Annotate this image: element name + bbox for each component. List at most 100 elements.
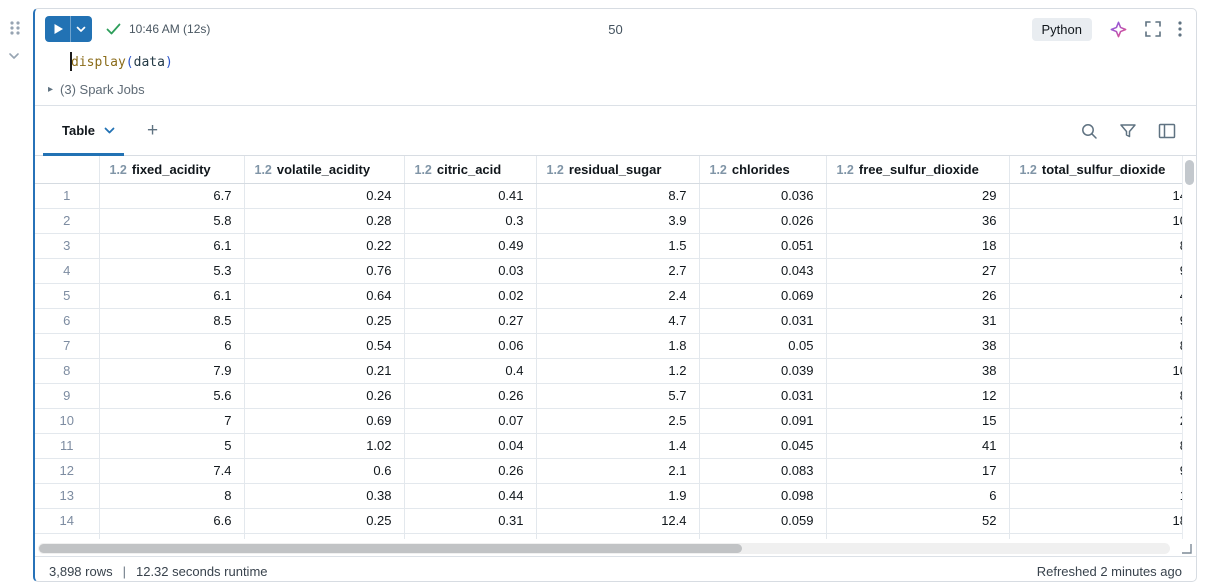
- code-paren-open: (: [125, 55, 134, 70]
- table-cell: 0.4: [404, 358, 537, 384]
- tab-table-label: Table: [62, 122, 95, 138]
- table-cell: 2.7: [536, 258, 700, 284]
- table-row: 45.30.760.032.70.043279: [35, 258, 1182, 284]
- table-cell: 6.6: [99, 508, 245, 534]
- column-header-free_sulfur_dioxide[interactable]: 1.2 free_sulfur_dioxide: [826, 156, 1010, 184]
- table-row: 95.60.260.265.70.031128: [35, 383, 1182, 409]
- table-cell: 0.76: [244, 258, 405, 284]
- row-number: 9: [35, 383, 100, 409]
- float-type-icon: 1.2: [836, 162, 854, 177]
- row-number: 3: [35, 233, 100, 259]
- table-row: 16.70.240.418.70.0362914: [35, 183, 1182, 209]
- table-cell: 0.06: [404, 333, 537, 359]
- table-cell: 5: [99, 433, 245, 459]
- search-icon[interactable]: [1080, 122, 1098, 140]
- table-cell: 8.5: [99, 308, 245, 334]
- table-cell: 0.026: [699, 208, 827, 234]
- resize-handle-icon[interactable]: [1174, 542, 1192, 554]
- table-cell: 0.051: [699, 233, 827, 259]
- table-cell: 0.031: [699, 308, 827, 334]
- table-cell: 6.7: [99, 183, 245, 209]
- table-row: 68.50.250.274.70.031319: [35, 308, 1182, 334]
- assistant-sparkle-icon[interactable]: [1109, 20, 1128, 39]
- run-options-chevron-icon[interactable]: [70, 16, 91, 42]
- table-cell: 0.3: [404, 208, 537, 234]
- table-cell: 8: [1009, 333, 1182, 359]
- column-header-chlorides[interactable]: 1.2 chlorides: [699, 156, 827, 184]
- table-cell: 36: [826, 208, 1010, 234]
- horizontal-scrollbar[interactable]: [38, 542, 1170, 554]
- results-table: 1.2 fixed_acidity 1.2 volatile_acidity 1.2 ci…: [35, 156, 1182, 539]
- table-cell: 27: [826, 258, 1010, 284]
- table-cell: 0.03: [404, 258, 537, 284]
- results-tabbar: Table +: [35, 106, 1196, 156]
- header-row: 1.2 fixed_acidity 1.2 volatile_acidity 1.2 ci…: [35, 156, 1182, 184]
- table-cell: 0.69: [244, 408, 405, 434]
- table-cell: 0.083: [699, 458, 827, 484]
- column-name: free_sulfur_dioxide: [858, 161, 979, 177]
- table-cell: 10: [1009, 208, 1182, 234]
- table-cell: 8.7: [536, 183, 700, 209]
- horizontal-scrollbar-thumb[interactable]: [39, 543, 742, 553]
- language-selector[interactable]: Python: [1031, 17, 1092, 41]
- table-row: 127.40.60.262.10.083179: [35, 458, 1182, 484]
- row-number: 5: [35, 283, 100, 309]
- columns-panel-icon[interactable]: [1158, 122, 1176, 140]
- float-type-icon: 1.2: [709, 162, 727, 177]
- table-cell: 0.059: [699, 508, 827, 534]
- partial-row: [35, 533, 1182, 539]
- table-cell: 26: [826, 283, 1010, 309]
- runtime-label: 12.32 seconds runtime: [135, 563, 268, 579]
- collapse-cell-chevron-icon[interactable]: [7, 48, 21, 66]
- table-cell: 0.05: [699, 333, 827, 359]
- table-cell: 2.4: [536, 283, 700, 309]
- kebab-menu-icon[interactable]: [1178, 21, 1182, 37]
- table-cell: 4.7: [536, 308, 700, 334]
- table-cell: 41: [826, 433, 1010, 459]
- row-number: 4: [35, 258, 100, 284]
- vertical-scrollbar[interactable]: [1182, 156, 1196, 539]
- table-cell: 12.4: [536, 508, 700, 534]
- spark-jobs-toggle[interactable]: ▸ (3) Spark Jobs: [35, 75, 1196, 105]
- code-editor[interactable]: display(data): [35, 49, 1196, 75]
- tab-table[interactable]: Table: [43, 106, 124, 156]
- table-cell: 1.02: [244, 433, 405, 459]
- play-icon[interactable]: [46, 16, 70, 42]
- column-header-total_sulfur_dioxide[interactable]: 1.2 total_sulfur_dioxide: [1009, 156, 1182, 184]
- column-header-citric_acid[interactable]: 1.2 citric_acid: [404, 156, 537, 184]
- float-type-icon: 1.2: [546, 162, 564, 177]
- run-button[interactable]: [45, 16, 92, 42]
- table-cell: 17: [826, 458, 1010, 484]
- table-cell: 0.26: [404, 383, 537, 409]
- drag-handle-icon[interactable]: [8, 20, 22, 41]
- table-cell: 0.6: [244, 458, 405, 484]
- footer-separator: |: [122, 563, 126, 579]
- table-cell: 0.039: [699, 358, 827, 384]
- expand-triangle-icon: ▸: [48, 84, 54, 95]
- expand-fullscreen-icon[interactable]: [1145, 21, 1161, 37]
- table-cell: 14: [1009, 183, 1182, 209]
- float-type-icon: 1.2: [254, 162, 272, 177]
- add-visualization-button[interactable]: +: [147, 120, 159, 141]
- table-cell: 1.8: [536, 333, 700, 359]
- filter-icon[interactable]: [1119, 122, 1137, 140]
- table-cell: 0.44: [404, 483, 537, 509]
- table-cell: 0.22: [244, 233, 405, 259]
- table-cell: 7: [99, 408, 245, 434]
- table-cell: 2: [1009, 408, 1182, 434]
- table-cell: 18: [826, 233, 1010, 259]
- table-row: 25.80.280.33.90.0263610: [35, 208, 1182, 234]
- table-cell: 5.3: [99, 258, 245, 284]
- column-header-volatile_acidity[interactable]: 1.2 volatile_acidity: [244, 156, 405, 184]
- table-cell: 0.031: [699, 383, 827, 409]
- vertical-scrollbar-thumb[interactable]: [1185, 160, 1194, 185]
- table-cell: 10: [1009, 358, 1182, 384]
- column-header-residual_sugar[interactable]: 1.2 residual_sugar: [536, 156, 700, 184]
- table-cell: 0.31: [404, 508, 537, 534]
- row-number: 2: [35, 208, 100, 234]
- table-cell: 12: [826, 383, 1010, 409]
- table-cell: 4: [1009, 283, 1182, 309]
- column-header-fixed_acidity[interactable]: 1.2 fixed_acidity: [99, 156, 245, 184]
